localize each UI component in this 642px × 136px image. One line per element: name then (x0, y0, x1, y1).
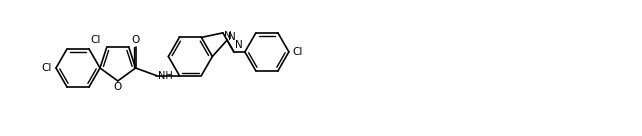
Text: Cl: Cl (292, 47, 302, 57)
Text: N: N (228, 32, 236, 42)
Text: O: O (132, 35, 140, 45)
Text: NH: NH (159, 71, 173, 81)
Text: N: N (235, 40, 243, 50)
Text: Cl: Cl (42, 63, 52, 73)
Text: O: O (114, 82, 122, 92)
Text: Cl: Cl (90, 35, 100, 45)
Text: N: N (224, 31, 232, 41)
